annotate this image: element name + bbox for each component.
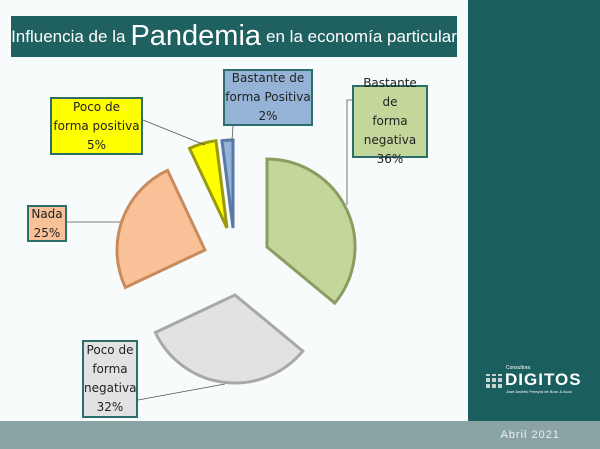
- pie-slice: [220, 138, 235, 229]
- leader-line: [231, 125, 234, 141]
- title-prefix: Influencia de la: [11, 26, 126, 46]
- label-line: 5%: [86, 137, 107, 152]
- data-label: Bastante de forma negativa 36%: [352, 76, 428, 166]
- label-line: negativa: [84, 381, 137, 395]
- label-line: forma Positiva: [225, 90, 311, 104]
- footer-bar: Abril 2021: [0, 421, 600, 449]
- label-line: 36%: [376, 152, 404, 166]
- pie-slice: [153, 293, 305, 385]
- brand-small: Consultora: [506, 365, 531, 371]
- label-line: 25%: [33, 225, 61, 240]
- brand-name: DIGITOS: [505, 370, 582, 389]
- label-line: forma positiva: [53, 118, 140, 133]
- label-line: Nada: [31, 206, 63, 221]
- label-line: Bastante de: [231, 71, 305, 85]
- leader-line: [346, 99, 352, 205]
- data-label: Poco de forma positiva 5%: [50, 97, 143, 155]
- label-line: Poco de: [73, 99, 120, 114]
- title-suffix: en la economía particular: [266, 26, 457, 46]
- label-line: Bastante de: [363, 76, 417, 109]
- label-line: 2%: [258, 109, 278, 123]
- pie-chart: [67, 99, 357, 401]
- leader-line: [142, 119, 206, 146]
- label-line: negativa: [363, 133, 417, 147]
- slide-title: Influencia de la Pandemia en la economía…: [11, 16, 457, 57]
- pie-slice: [187, 139, 229, 229]
- data-label: Bastante de forma Positiva 2%: [223, 69, 313, 126]
- label-line: 32%: [96, 400, 124, 414]
- brand-sub: José Andrés Pereyra de Brun & Asoc: [506, 389, 572, 394]
- label-line: forma: [92, 362, 128, 376]
- pie-slice: [115, 168, 207, 290]
- grid-icon: [486, 374, 502, 390]
- title-highlight: Pandemia: [130, 20, 262, 52]
- leader-line: [137, 383, 226, 401]
- footer-date: Abril 2021: [500, 429, 560, 441]
- data-label: Nada 25%: [27, 205, 67, 242]
- label-line: forma: [372, 114, 408, 128]
- pie-slice: [265, 157, 357, 306]
- side-panel: Consultora DIGITOS José Andrés Pereyra d…: [468, 0, 600, 421]
- label-line: Poco de: [86, 343, 134, 357]
- data-label: Poco de forma negativa 32%: [82, 340, 138, 418]
